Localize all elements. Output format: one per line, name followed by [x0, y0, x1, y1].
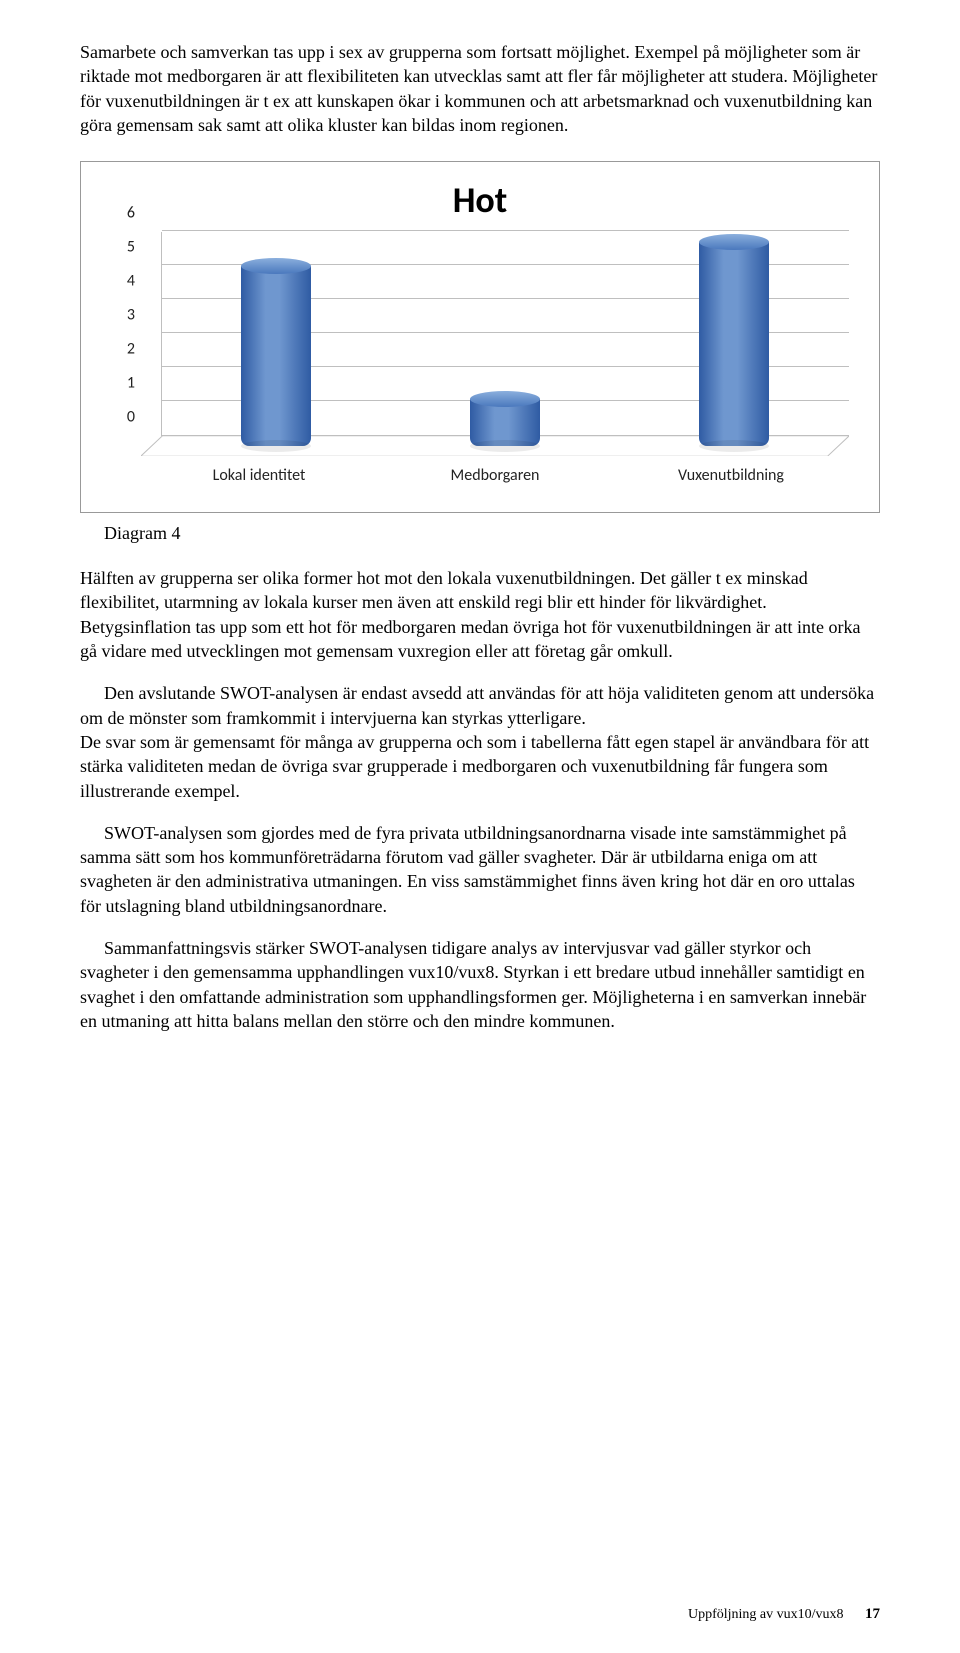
y-tick: 0: [127, 408, 135, 427]
footer-page-number: 17: [865, 1606, 880, 1622]
body-paragraph-2a: Den avslutande SWOT-analysen är endast a…: [80, 681, 880, 730]
diagram-number-label: Diagram 4: [104, 523, 880, 544]
body-paragraph-2b: De svar som är gemensamt för många av gr…: [80, 730, 880, 803]
x-label: Medborgaren: [377, 460, 613, 492]
x-label: Lokal identitet: [141, 460, 377, 492]
intro-paragraph: Samarbete och samverkan tas upp i sex av…: [80, 40, 880, 137]
body-paragraph-1: Hälften av grupperna ser olika former ho…: [80, 566, 880, 663]
chart-bar: [470, 399, 540, 447]
chart-bar: [241, 266, 311, 446]
y-tick: 2: [127, 340, 135, 359]
chart-columns: [161, 232, 849, 456]
footer-title: Uppföljning av vux10/vux8: [688, 1607, 844, 1622]
chart-title: Hot: [101, 178, 859, 222]
grid-line: [162, 230, 849, 231]
chart-bar: [699, 242, 769, 446]
body-paragraph-4: Sammanfattningsvis stärker SWOT-analysen…: [80, 936, 880, 1033]
y-tick: 4: [127, 272, 135, 291]
x-axis-labels: Lokal identitetMedborgarenVuxenutbildnin…: [141, 460, 849, 492]
x-label: Vuxenutbildning: [613, 460, 849, 492]
y-axis: 0123456: [111, 232, 139, 456]
y-tick: 6: [127, 204, 135, 223]
y-tick: 5: [127, 238, 135, 257]
plot-3d: [141, 232, 849, 456]
body-paragraph-3: SWOT-analysen som gjordes med de fyra pr…: [80, 821, 880, 918]
y-tick: 1: [127, 374, 135, 393]
y-tick: 3: [127, 306, 135, 325]
chart-frame: Hot 0123456 Lokal identitetMedborgarenVu…: [80, 161, 880, 513]
chart-area: 0123456 Lokal identitetMedborgarenVuxenu…: [141, 232, 849, 492]
page-footer: Uppföljning av vux10/vux8 17: [688, 1606, 880, 1623]
